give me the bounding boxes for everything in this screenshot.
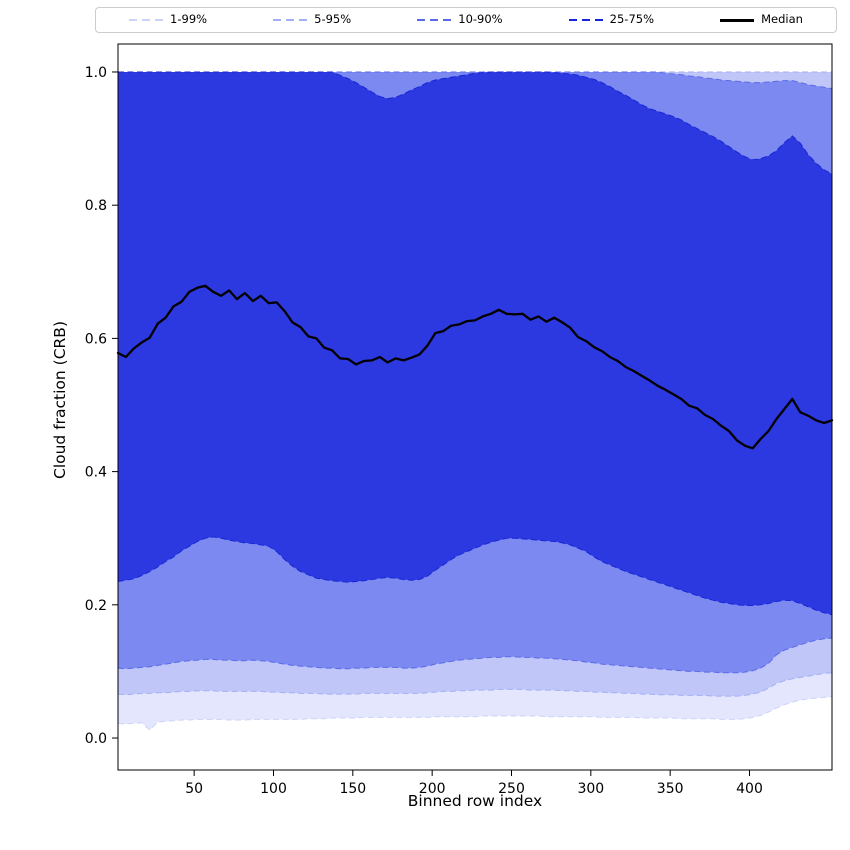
- legend-entry-Median: Median: [720, 14, 803, 26]
- y-tick-label: 0.8: [85, 198, 107, 214]
- legend-entry-25-75%: 25-75%: [568, 12, 655, 27]
- percentile-edge-p10: [117, 637, 833, 674]
- dashed-line-icon: [129, 19, 164, 21]
- x-tick-label: 150: [339, 781, 366, 797]
- percentile-edge-p5: [117, 672, 833, 697]
- solid-line-icon: [720, 18, 755, 22]
- y-tick-label: 0.0: [85, 731, 107, 747]
- x-tick-label: 50: [185, 781, 203, 797]
- legend-label: 10-90%: [458, 12, 503, 27]
- percentile-edge-p1: [117, 696, 833, 731]
- y-tick-label: 0.6: [85, 331, 107, 347]
- median-line: [116, 284, 834, 450]
- x-tick-label: 100: [260, 781, 287, 797]
- band-25-75%: [118, 72, 832, 615]
- y-tick-label: 0.4: [85, 465, 107, 481]
- legend-entry-1-99%: 1-99%: [129, 14, 207, 26]
- percentile-edge-p25: [117, 536, 833, 616]
- x-tick-label: 250: [498, 781, 525, 797]
- dashed-line-icon: [568, 19, 603, 21]
- x-tick-label: 350: [657, 781, 684, 797]
- legend-label: 5-95%: [314, 12, 352, 27]
- legend-entry-5-95%: 5-95%: [273, 14, 351, 26]
- legend-label: 1-99%: [170, 12, 208, 27]
- legend-label: 25-75%: [609, 12, 655, 27]
- dashed-line-icon: [273, 19, 308, 21]
- axes-frame: [117, 43, 833, 771]
- y-tick-label: 0.2: [85, 598, 107, 614]
- x-tick-label: 300: [577, 781, 604, 797]
- legend-entry-10-90%: 10-90%: [417, 12, 503, 27]
- percentile-edge-p75: [118, 71, 833, 175]
- dashed-line-icon: [417, 19, 452, 21]
- x-tick-label: 400: [736, 781, 763, 797]
- x-axis-label: Binned row index: [407, 792, 543, 810]
- y-tick-label: 1.0: [85, 65, 107, 81]
- legend-label: Median: [761, 12, 803, 27]
- y-axis-label: Cloud fraction (CRB): [51, 321, 69, 479]
- x-tick-label: 200: [419, 781, 446, 797]
- legend: 1-99% 5-95% 10-90% 25-75% Median: [95, 7, 837, 33]
